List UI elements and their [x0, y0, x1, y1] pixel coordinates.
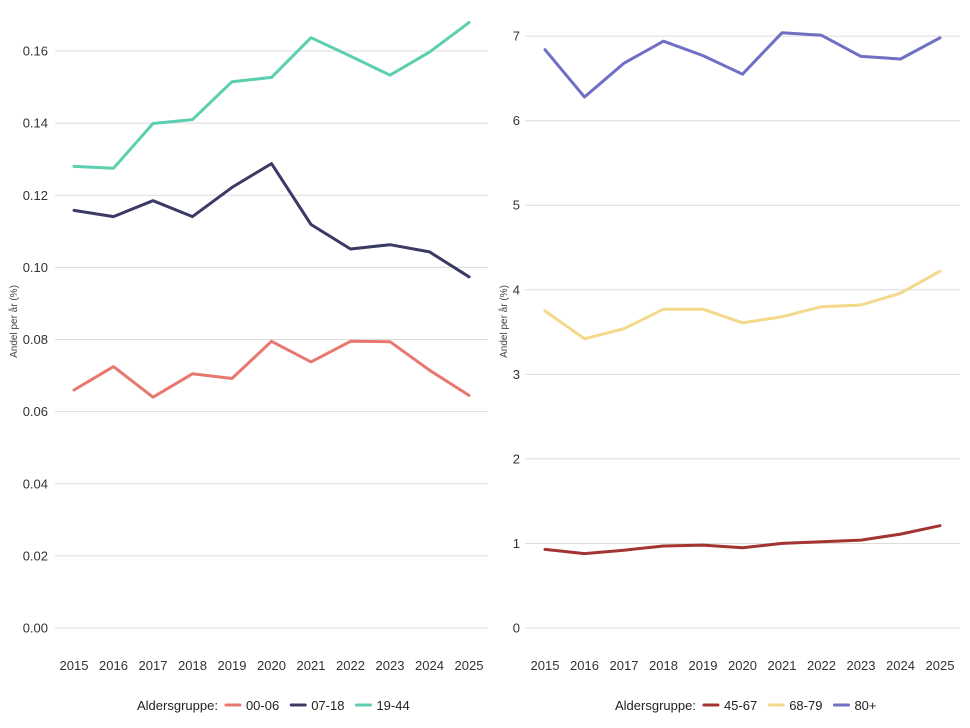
- y-tick-label: 0.02: [23, 548, 48, 563]
- y-tick-label: 3: [513, 367, 520, 382]
- x-tick-label: 2025: [926, 658, 955, 673]
- series-line-80+: [543, 31, 942, 99]
- legend-label-45-67: 45-67: [724, 698, 757, 713]
- y-tick-label: 0.16: [23, 44, 48, 59]
- x-tick-label: 2018: [178, 658, 207, 673]
- x-tick-label: 2024: [415, 658, 444, 673]
- series-line-45-67: [543, 524, 942, 556]
- series-line-19-44: [72, 21, 471, 170]
- x-tick-label: 2015: [60, 658, 89, 673]
- x-tick-label: 2015: [531, 658, 560, 673]
- y-tick-label: 0.10: [23, 260, 48, 275]
- y-tick-label: 4: [513, 282, 520, 297]
- y-axis-title: Andel per år (%): [498, 285, 510, 358]
- x-tick-label: 2024: [886, 658, 915, 673]
- x-tick-label: 2020: [728, 658, 757, 673]
- y-tick-label: 0.12: [23, 188, 48, 203]
- series-line-07-18: [72, 162, 471, 279]
- y-tick-label: 0.04: [23, 476, 48, 491]
- x-tick-label: 2017: [610, 658, 639, 673]
- x-tick-label: 2018: [649, 658, 678, 673]
- y-axis-title: Andel per år (%): [8, 285, 20, 358]
- x-tick-label: 2023: [847, 658, 876, 673]
- x-tick-label: 2023: [376, 658, 405, 673]
- y-tick-label: 5: [513, 198, 520, 213]
- y-tick-label: 2: [513, 451, 520, 466]
- x-tick-label: 2019: [689, 658, 718, 673]
- legend-label-19-44: 19-44: [376, 698, 409, 713]
- x-tick-label: 2025: [455, 658, 484, 673]
- x-tick-label: 2016: [99, 658, 128, 673]
- y-tick-label: 0.06: [23, 404, 48, 419]
- y-tick-label: 7: [513, 29, 520, 44]
- x-tick-label: 2020: [257, 658, 286, 673]
- legend-label-07-18: 07-18: [311, 698, 344, 713]
- y-tick-label: 6: [513, 113, 520, 128]
- legend-label-00-06: 00-06: [246, 698, 279, 713]
- x-tick-label: 2022: [336, 658, 365, 673]
- series-line-00-06: [72, 339, 471, 399]
- series-line-68-79: [543, 269, 942, 341]
- x-tick-label: 2016: [570, 658, 599, 673]
- x-tick-label: 2021: [297, 658, 326, 673]
- legend-label-68-79: 68-79: [789, 698, 822, 713]
- y-tick-label: 1: [513, 536, 520, 551]
- y-tick-label: 0.14: [23, 116, 48, 131]
- x-tick-label: 2017: [139, 658, 168, 673]
- y-tick-label: 0.08: [23, 332, 48, 347]
- legend-title: Aldersgruppe:: [137, 698, 218, 713]
- x-tick-label: 2021: [768, 658, 797, 673]
- y-tick-label: 0: [513, 621, 520, 636]
- x-tick-label: 2022: [807, 658, 836, 673]
- legend-label-80+: 80+: [854, 698, 876, 713]
- y-tick-label: 0.00: [23, 621, 48, 636]
- x-tick-label: 2019: [218, 658, 247, 673]
- legend-title: Aldersgruppe:: [615, 698, 696, 713]
